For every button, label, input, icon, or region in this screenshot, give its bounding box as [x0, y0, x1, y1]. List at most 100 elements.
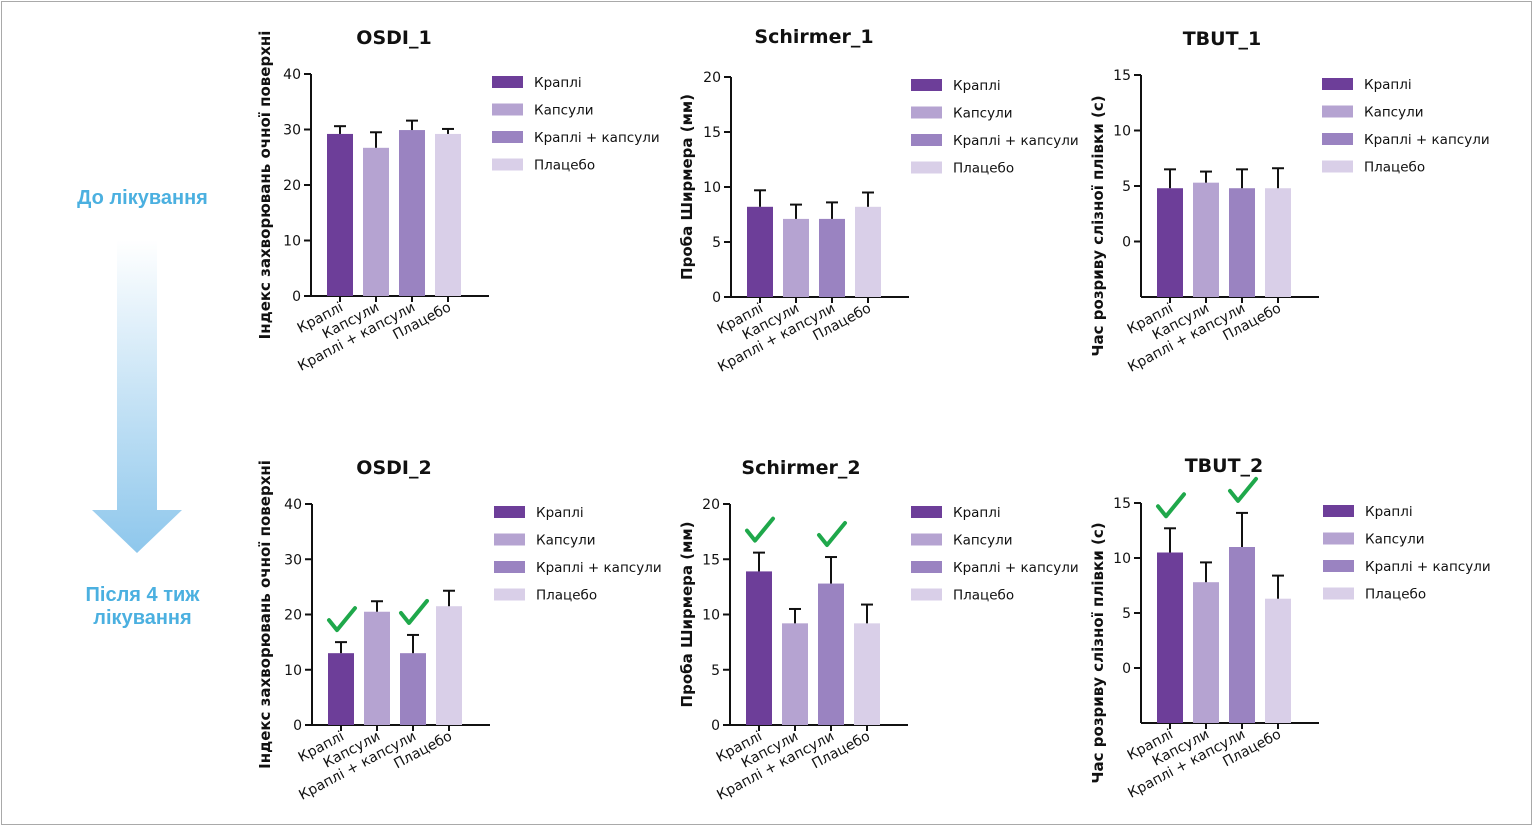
legend-label: Краплі + капсули: [534, 130, 660, 146]
legend-label: Краплі: [953, 505, 1001, 521]
chart-panel-tbut-1: TBUT_1 Час розриву слізної плівки (с) 0 5 10…: [1089, 28, 1490, 376]
y-tick-label: 40: [283, 67, 301, 83]
bar-3: [818, 583, 844, 725]
significance-check-icon: [817, 521, 847, 548]
legend-label: Капсули: [953, 533, 1013, 549]
significance-check-icon: [745, 516, 775, 543]
y-tick-label: 20: [703, 70, 721, 86]
y-tick-label: 20: [283, 178, 301, 194]
legend-label: Плацебо: [953, 588, 1014, 604]
bar-2: [1193, 182, 1219, 297]
y-tick-label: 0: [712, 290, 721, 306]
legend-swatch: [911, 506, 942, 518]
chart-title: Schirmer_1: [754, 26, 873, 48]
legend-label: Плацебо: [1365, 587, 1426, 603]
legend-label: Капсули: [534, 103, 594, 119]
legend-label: Плацебо: [1364, 160, 1425, 176]
legend-swatch: [492, 76, 523, 88]
bar-4: [855, 206, 881, 297]
legend-swatch: [911, 533, 942, 546]
legend-label: Краплі + капсули: [953, 560, 1079, 576]
legend-swatch: [1323, 587, 1354, 600]
bar-1: [747, 206, 773, 297]
legend-swatch: [911, 79, 942, 91]
legend-swatch: [911, 588, 942, 601]
legend-swatch: [492, 131, 523, 143]
legend-swatch: [1322, 133, 1353, 145]
bar-3: [1229, 547, 1255, 723]
chart-panel-schirmer-2: Schirmer_2 Проба Ширмера (мм) 0 5 10 15 20 Крап…: [678, 457, 1079, 804]
y-axis-label: Індекс захворювань очної поверхні: [256, 31, 274, 340]
y-tick-label: 15: [1113, 68, 1131, 84]
chart-title: TBUT_2: [1185, 455, 1264, 477]
legend-swatch: [911, 561, 942, 573]
chart-panel-schirmer-1: Schirmer_1 Проба Ширмера (мм) 0 5 10 15 20 Крап…: [678, 26, 1079, 376]
legend-swatch: [911, 161, 942, 174]
legend-label: Краплі: [534, 75, 582, 91]
chart-title: OSDI_1: [356, 27, 431, 49]
legend-swatch: [494, 533, 525, 546]
bar-4: [1265, 188, 1291, 297]
legend-label: Капсули: [953, 106, 1013, 122]
y-tick-label: 20: [702, 497, 720, 513]
y-tick-label: 0: [711, 718, 720, 734]
bar-1: [327, 133, 353, 296]
bar-3: [400, 653, 426, 725]
chart-title: Schirmer_2: [741, 457, 860, 479]
legend-label: Краплі + капсули: [953, 133, 1079, 149]
bar-2: [1193, 582, 1219, 723]
legend-swatch: [1323, 560, 1354, 572]
bar-1: [746, 571, 772, 725]
legend-swatch: [494, 561, 525, 573]
legend-swatch: [911, 106, 942, 119]
legend-swatch: [494, 588, 525, 601]
legend-label: Краплі: [1365, 504, 1413, 520]
y-tick-label: 30: [284, 552, 302, 568]
legend-swatch: [494, 506, 525, 518]
y-tick-label: 10: [703, 180, 721, 196]
bar-2: [363, 147, 389, 296]
y-axis-label: Проба Ширмера (мм): [678, 522, 696, 708]
y-tick-label: 5: [712, 235, 721, 251]
significance-check-icon: [327, 606, 357, 633]
legend-swatch: [1322, 160, 1353, 173]
y-tick-label: 10: [1113, 551, 1131, 567]
legend-swatch: [1323, 532, 1354, 545]
legend-label: Капсули: [1365, 532, 1425, 548]
chart-title: TBUT_1: [1183, 28, 1262, 50]
chart-panel-tbut-2: TBUT_2 Час розриву слізної плівки (с) 0 5 10…: [1089, 455, 1491, 802]
bar-4: [1265, 598, 1291, 723]
bar-2: [364, 611, 390, 725]
legend-label: Капсули: [536, 533, 596, 549]
bar-2: [782, 623, 808, 725]
significance-check-icon: [399, 598, 429, 625]
y-tick-label: 20: [284, 608, 302, 624]
y-axis-label: Проба Ширмера (мм): [678, 94, 696, 280]
bar-4: [435, 133, 461, 296]
down-arrow-icon: [92, 240, 182, 553]
legend-label: Краплі + капсули: [536, 560, 662, 576]
y-tick-label: 0: [1122, 661, 1131, 677]
legend-swatch: [911, 134, 942, 146]
y-tick-label: 5: [1122, 606, 1131, 622]
chart-panel-osdi-2: OSDI_2 Індекс захворювань очної поверхні 0…: [256, 457, 662, 804]
legend-label: Краплі: [1364, 77, 1412, 93]
bar-3: [399, 130, 425, 296]
legend-swatch: [492, 103, 523, 116]
after-treatment-label: Після 4 тиж лікування: [40, 584, 245, 630]
legend-label: Плацебо: [534, 158, 595, 174]
y-tick-label: 5: [711, 663, 720, 679]
y-tick-label: 15: [702, 552, 720, 568]
y-tick-label: 0: [292, 289, 301, 305]
legend-label: Краплі: [953, 78, 1001, 94]
bar-2: [783, 218, 809, 297]
legend-swatch: [1322, 78, 1353, 90]
bar-4: [436, 606, 462, 725]
bar-1: [328, 653, 354, 725]
legend-swatch: [492, 158, 523, 171]
y-tick-label: 10: [283, 234, 301, 250]
y-tick-label: 40: [284, 497, 302, 513]
legend-swatch: [1322, 105, 1353, 118]
y-axis-label: Час розриву слізної плівки (с): [1089, 95, 1107, 356]
